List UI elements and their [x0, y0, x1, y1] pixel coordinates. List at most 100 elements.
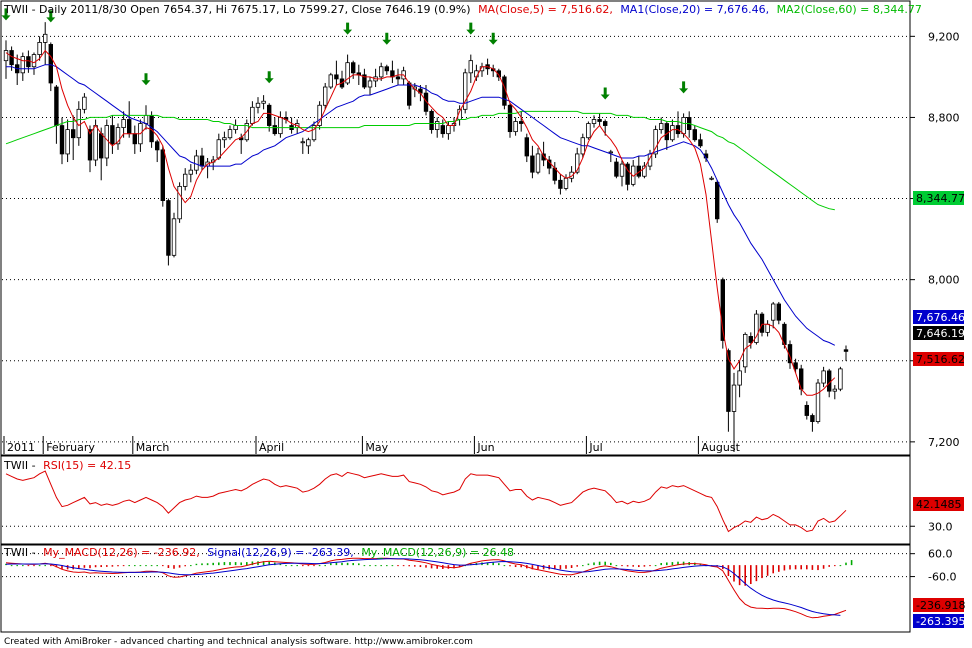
candle-body	[20, 56, 25, 74]
value-tag-macd-text: -236.918	[916, 599, 965, 612]
candle-body	[154, 141, 160, 151]
candle-body	[670, 125, 675, 141]
candle-body	[317, 104, 322, 126]
candle-body	[519, 121, 524, 124]
candle-body	[575, 153, 580, 173]
candle-body	[261, 100, 266, 104]
candle-body	[804, 404, 809, 416]
price-header-ma5: MA(Close,5) = 7,516.62,	[478, 3, 613, 16]
candle-body	[3, 50, 9, 62]
price-header-ma20: MA1(Close,20) = 7,676.46,	[620, 3, 769, 16]
candle-body	[65, 129, 70, 155]
candle-body	[468, 60, 473, 74]
candle-body	[395, 76, 401, 80]
candle-body	[166, 200, 171, 256]
candle-body	[827, 370, 832, 392]
price-header-base: TWII - Daily 2011/8/30 Open 7654.37, Hi …	[3, 3, 471, 16]
price-tick-label: 8,000	[928, 274, 960, 287]
candle-body	[440, 125, 445, 135]
rsi-header: TWII - RSI(15) = 42.15	[3, 459, 131, 472]
value-tag-ma60-text: 8,344.77	[916, 192, 965, 205]
buy-arrow	[466, 22, 476, 35]
candle-body	[233, 125, 238, 131]
candle-body	[171, 218, 177, 256]
candle-body	[143, 115, 149, 124]
macd-line	[5, 557, 847, 619]
macd-header-base: TWII -	[3, 546, 36, 559]
price-x-label: 2011	[7, 441, 35, 454]
price-x-label: April	[259, 441, 284, 454]
rsi-pane-frame	[0, 455, 911, 545]
candle-body	[608, 151, 613, 154]
ma5-line	[5, 49, 836, 396]
price-tick-label: 7,200	[928, 436, 960, 449]
candle-body	[462, 72, 468, 110]
candle-body	[345, 62, 350, 84]
candle-body	[87, 129, 93, 161]
buy-arrow	[1, 8, 11, 21]
candle-body	[821, 370, 826, 384]
candle-body	[720, 279, 725, 341]
candle-body	[160, 149, 165, 201]
price-x-label: Jul	[588, 441, 602, 454]
candle-body	[334, 74, 339, 80]
macd-pane-frame	[0, 544, 911, 633]
candle-body	[115, 127, 121, 145]
candle-body	[759, 313, 765, 333]
candle-body	[681, 117, 686, 135]
candle-body	[625, 163, 630, 185]
candle-body	[563, 177, 569, 189]
candle-body	[54, 86, 59, 126]
value-tag-signal: -263.395	[913, 614, 965, 628]
candle-body	[300, 141, 305, 144]
candle-body	[530, 155, 535, 173]
rsi-pane: TWII - RSI(15) = 42.15 30.0 42.1485	[0, 455, 964, 545]
candle-body	[132, 133, 137, 145]
price-x-label: August	[701, 441, 740, 454]
value-tag-rsi-text: 42.1485	[916, 498, 962, 511]
candle-body	[765, 323, 770, 333]
candle-body	[731, 384, 737, 412]
macd-tick-label: 60.0	[928, 548, 953, 561]
candle-body	[541, 153, 546, 161]
candle-body	[838, 368, 843, 390]
candle-body	[194, 155, 199, 171]
candle-body	[569, 171, 574, 179]
candle-body	[642, 165, 647, 177]
buy-signal-arrows	[1, 8, 689, 100]
candle-body	[776, 303, 781, 321]
candle-body	[597, 119, 602, 122]
candle-body	[71, 129, 76, 139]
candle-body	[99, 133, 104, 159]
macd-header-macd: My_MACD(12,26) = -236.92,	[43, 546, 200, 559]
value-tag-ma60: 8,344.77	[913, 191, 965, 205]
candle-body	[48, 44, 53, 84]
candle-body	[496, 70, 501, 78]
candle-body	[603, 121, 608, 126]
macd-header-signal: Signal(12,26,9) = -263.39,	[207, 546, 354, 559]
candle-body	[82, 96, 87, 110]
macd-pane: TWII - My_MACD(12,26) = -236.92, Signal(…	[0, 544, 965, 633]
candle-body	[188, 169, 193, 175]
buy-arrow	[600, 87, 610, 100]
candle-body	[177, 185, 182, 220]
candle-body	[446, 125, 451, 135]
candle-body	[272, 125, 277, 135]
price-tick-label: 9,200	[928, 30, 960, 43]
value-tag-close: 7,646.19	[913, 326, 965, 340]
rsi-y-axis-ticks: 30.0	[910, 520, 953, 533]
candle-body	[384, 66, 389, 72]
buy-arrow	[343, 22, 353, 35]
value-tag-ma20-text: 7,676.46	[916, 311, 965, 324]
candle-body	[121, 119, 126, 128]
candle-body	[614, 161, 619, 177]
candle-body	[726, 350, 731, 412]
candle-body	[619, 163, 625, 177]
candle-body	[507, 104, 513, 133]
candle-body	[664, 123, 669, 141]
buy-arrow	[141, 73, 151, 86]
candle-body	[591, 119, 597, 124]
macd-header: TWII - My_MACD(12,26) = -236.92, Signal(…	[3, 546, 514, 559]
candle-body	[754, 313, 759, 343]
